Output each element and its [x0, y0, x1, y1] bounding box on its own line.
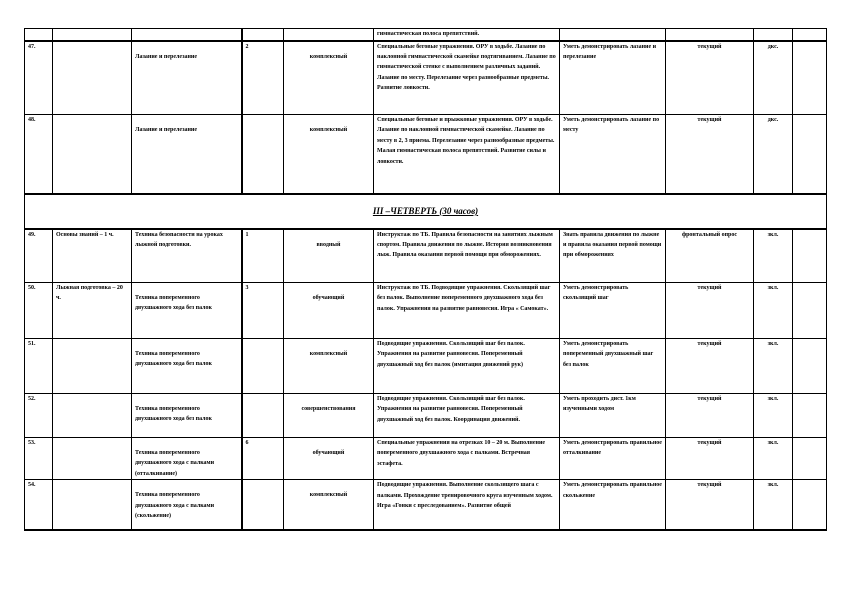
table-row: 50. Лыжная подготовка – 20 ч. Техника попе… [24, 282, 827, 339]
requirements: Уметь демонстрировать правильное отталки… [559, 436, 666, 481]
section-name: Лыжная подготовка – 20 ч. [52, 282, 132, 339]
table-row: 51. Техника попеременного двухшажного ход… [24, 338, 827, 394]
lesson-type: комплексный [283, 338, 374, 394]
lesson-content: Подводящие упражнения. Скользящий шаг бе… [373, 338, 560, 394]
control-type: текущий [665, 282, 754, 339]
lesson-number: 49. [24, 228, 53, 283]
lesson-content: Подводящие упражнения. Выполнение скольз… [373, 479, 560, 531]
section-name [52, 436, 132, 481]
lesson-topic: Техника попеременного двухшажного хода б… [131, 282, 243, 339]
lesson-topic: Лазание и перелезание [131, 114, 243, 195]
section-name: Основы знаний – 1 ч. [52, 228, 132, 283]
table-row: 54. Техника попеременного двухшажного ход… [24, 479, 827, 531]
lesson-content: Инструктаж по ТБ. Правила безопасности н… [373, 228, 560, 283]
extra-cell [792, 338, 827, 394]
lesson-number: 53. [24, 436, 53, 481]
content-cell: гимнастическая полоса препятствий. [373, 28, 560, 42]
homework: зкл. [753, 338, 793, 394]
lesson-number: 50. [24, 282, 53, 339]
homework: зкл. [753, 436, 793, 481]
hours: 1 [241, 228, 284, 283]
lesson-number: 52. [24, 393, 53, 438]
lesson-number: 51. [24, 338, 53, 394]
lesson-topic: Техника попеременного двухшажного хода б… [131, 338, 243, 394]
control-type: текущий [665, 436, 754, 481]
hours [241, 479, 284, 531]
control-type: текущий [665, 40, 754, 115]
lesson-type: комплексный [283, 479, 374, 531]
control-type: текущий [665, 479, 754, 531]
lesson-content: Инструктаж по ТБ. Подводящие упражнения.… [373, 282, 560, 339]
hours: 6 [241, 436, 284, 481]
lesson-content: Специальные беговые упражнения. ОРУ в хо… [373, 40, 560, 115]
lesson-content: Подводящие упражнения. Скользящий шаг бе… [373, 393, 560, 438]
section-name [52, 114, 132, 195]
requirements: Уметь демонстрировать попеременный двухш… [559, 338, 666, 394]
section-name [52, 40, 132, 115]
lesson-type: комплексный [283, 114, 374, 195]
hours: 3 [241, 282, 284, 339]
lesson-topic: Техника попеременного двухшажного хода б… [131, 393, 243, 438]
lesson-topic: Техника попеременного двухшажного хода с… [131, 479, 243, 531]
requirements: Уметь демонстрировать скользящий шаг [559, 282, 666, 339]
lesson-content: Специальные упражнения на отрезках 10 – … [373, 436, 560, 481]
lesson-plan-table: гимнастическая полоса препятствий. 47. Ла… [24, 28, 827, 531]
requirements: Уметь проходить дист. 1км изученными ход… [559, 393, 666, 438]
homework: зкл. [753, 228, 793, 283]
section-name [52, 393, 132, 438]
homework: зкл. [753, 393, 793, 438]
lesson-type: обучающий [283, 436, 374, 481]
lesson-type: комплексный [283, 40, 374, 115]
homework: дкс. [753, 114, 793, 195]
lesson-number: 47. [24, 40, 53, 115]
hours [241, 114, 284, 195]
homework: зкл. [753, 479, 793, 531]
extra-cell [792, 40, 827, 115]
control-type: текущий [665, 114, 754, 195]
extra-cell [792, 393, 827, 438]
lesson-topic: Лазание и перелезание [131, 40, 243, 115]
homework: зкл. [753, 282, 793, 339]
extra-cell [792, 228, 827, 283]
homework: дкс. [753, 40, 793, 115]
requirements: Уметь демонстрировать правильное скольже… [559, 479, 666, 531]
control-type: текущий [665, 393, 754, 438]
section-name [52, 479, 132, 531]
control-type: фронтальный опрос [665, 228, 754, 283]
lesson-topic: Техника безопасности на уроках лыжной по… [131, 228, 243, 283]
lesson-type: вводный [283, 228, 374, 283]
control-type: текущий [665, 338, 754, 394]
table-row: гимнастическая полоса препятствий. [24, 28, 827, 42]
table-row: 49. Основы знаний – 1 ч. Техника безопасно… [24, 228, 827, 283]
lesson-content: Специальные беговые и прыжковые упражнен… [373, 114, 560, 195]
lesson-type: обучающий [283, 282, 374, 339]
table-row: 47. Лазание и перелезание 2 комплексный Спец… [24, 40, 827, 115]
lesson-topic: Техника попеременного двухшажного хода с… [131, 436, 243, 481]
requirements: Уметь демонстрировать лазание и перелеза… [559, 40, 666, 115]
section-title: III –ЧЕТВЕРТЬ (30 часов) [24, 193, 827, 230]
lesson-number: 48. [24, 114, 53, 195]
table-row: 48. Лазание и перелезание комплексный Специ… [24, 114, 827, 195]
lesson-number: 54. [24, 479, 53, 531]
extra-cell [792, 282, 827, 339]
requirements: Знать правила движения по лыжне и правил… [559, 228, 666, 283]
extra-cell [792, 114, 827, 195]
extra-cell [792, 479, 827, 531]
section-name [52, 338, 132, 394]
lesson-type: совершенствования [283, 393, 374, 438]
section-row: III –ЧЕТВЕРТЬ (30 часов) [24, 193, 827, 230]
extra-cell [792, 436, 827, 481]
requirements: Уметь демонстрировать лазание по месту [559, 114, 666, 195]
hours [241, 393, 284, 438]
table-row: 53. Техника попеременного двухшажного ход… [24, 436, 827, 481]
hours [241, 338, 284, 394]
hours: 2 [241, 40, 284, 115]
table-row: 52. Техника попеременного двухшажного ход… [24, 393, 827, 438]
